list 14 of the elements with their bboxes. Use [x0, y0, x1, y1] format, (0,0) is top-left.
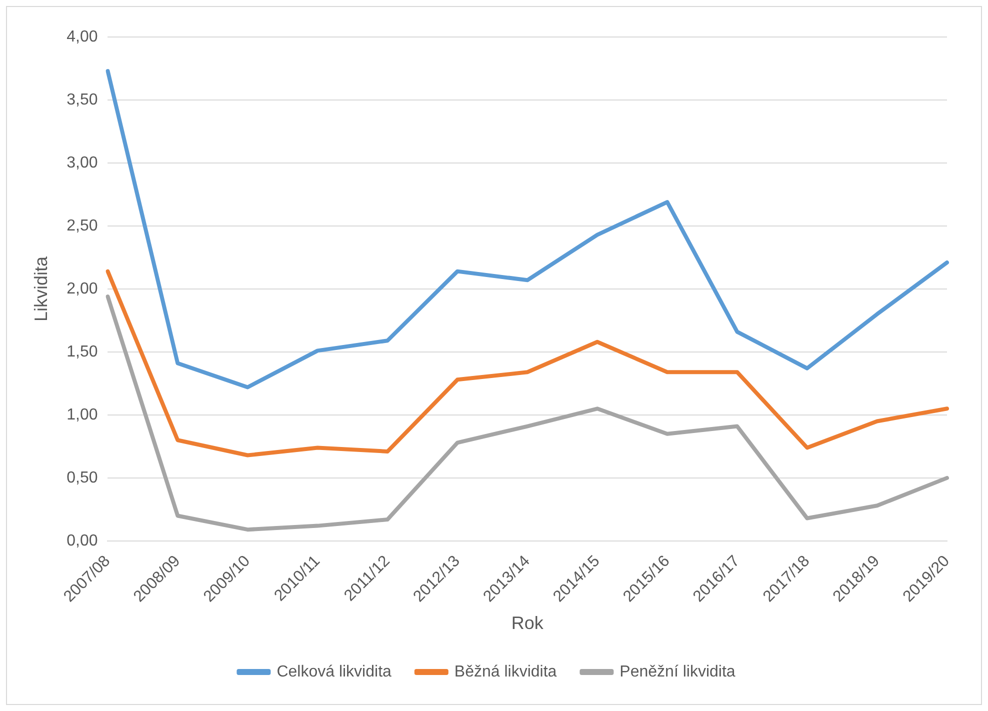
y-tick-label: 2,50 — [66, 217, 98, 234]
y-tick-label: 3,50 — [66, 91, 98, 108]
y-tick-label: 0,00 — [66, 532, 98, 550]
y-axis-title: Likvidita — [30, 255, 51, 322]
x-axis-title: Rok — [511, 613, 544, 634]
legend-label: Běžná likvidita — [454, 663, 557, 680]
y-tick-label: 1,00 — [66, 406, 98, 424]
y-tick-label: 0,50 — [66, 469, 98, 486]
legend-label: Peněžní likvidita — [620, 663, 736, 680]
y-tick-label: 1,50 — [66, 343, 98, 360]
legend-label: Celková likvidita — [276, 663, 392, 680]
y-tick-label: 4,00 — [66, 28, 98, 46]
y-tick-label: 2,00 — [66, 280, 98, 298]
y-tick-label: 3,00 — [66, 154, 98, 172]
